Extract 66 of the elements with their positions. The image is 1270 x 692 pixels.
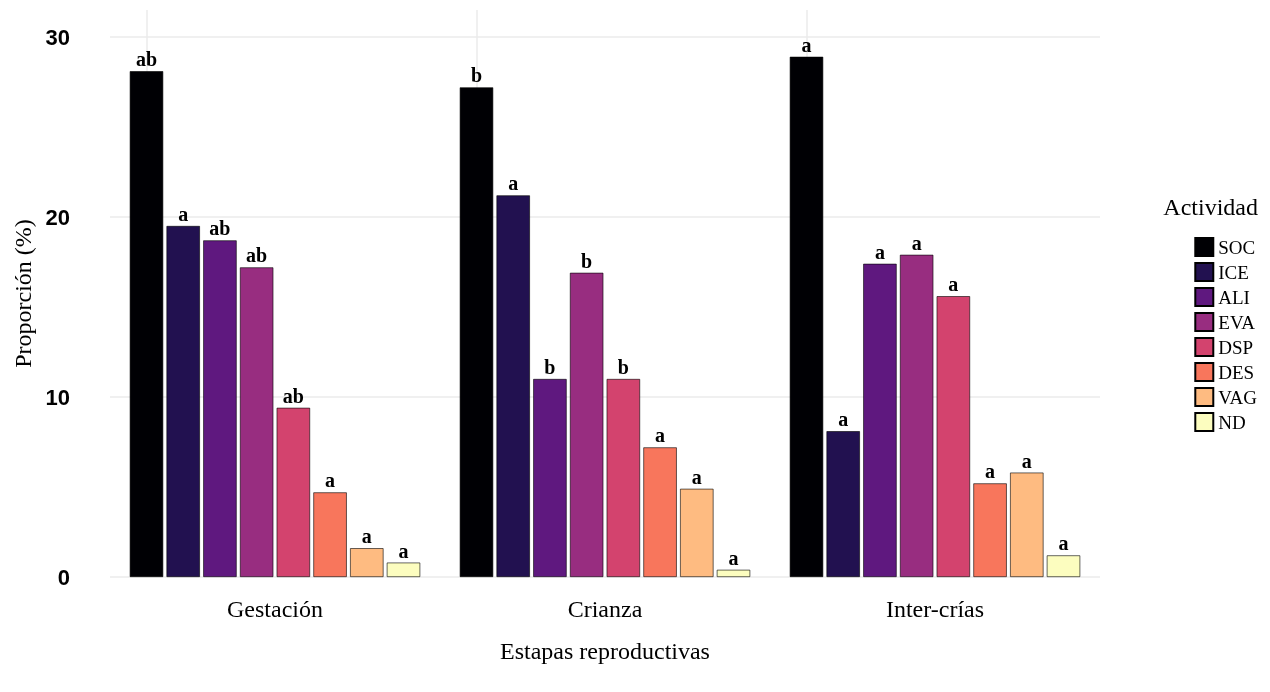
x-tick-label: Inter-crías	[885, 596, 985, 622]
data-label: a	[325, 469, 336, 492]
y-tick-label: 30	[45, 24, 70, 50]
data-label: a	[655, 424, 666, 447]
legend-label: EVA	[1218, 311, 1256, 333]
data-label: ab	[246, 244, 268, 267]
data-label: a	[948, 273, 959, 296]
data-label: a	[801, 33, 812, 56]
legend-label: ND	[1218, 411, 1246, 433]
bar	[203, 240, 237, 577]
bar	[643, 447, 677, 577]
x-axis-title: Estapas reproductivas	[500, 638, 710, 664]
data-label: a	[874, 240, 885, 263]
data-label: a	[691, 465, 702, 488]
bar	[716, 569, 751, 577]
data-label: b	[617, 356, 629, 378]
legend-label: SOC	[1218, 236, 1256, 258]
legend-label: DSP	[1218, 336, 1254, 358]
data-label: ab	[282, 384, 304, 407]
legend-label: DES	[1218, 361, 1255, 383]
data-label: ab	[209, 217, 231, 240]
data-label: a	[398, 539, 409, 562]
data-label: b	[544, 356, 556, 378]
bar	[973, 483, 1007, 577]
y-tick-label: 0	[57, 564, 70, 590]
legend-label: ALI	[1218, 286, 1250, 308]
bar	[1010, 472, 1044, 577]
data-label: a	[728, 546, 739, 569]
bar	[276, 407, 311, 577]
data-label: a	[508, 172, 519, 195]
x-tick-label: Gestación	[227, 596, 323, 622]
legend-label: ICE	[1218, 261, 1249, 283]
data-label: a	[178, 203, 189, 225]
y-tick-label: 20	[45, 204, 70, 230]
bar	[1046, 555, 1081, 577]
bar	[533, 379, 567, 577]
bar	[459, 87, 494, 577]
data-label: a	[1058, 532, 1069, 555]
x-tick-label: Crianza	[567, 596, 643, 622]
bar	[899, 254, 934, 577]
y-axis-title: Proporción (%)	[9, 219, 36, 368]
bar	[606, 379, 641, 577]
data-label: b	[581, 249, 593, 272]
legend-title: Actividad	[1163, 194, 1258, 220]
data-label: b	[470, 64, 483, 87]
bar	[386, 562, 421, 577]
bar	[166, 226, 200, 577]
data-label: a	[911, 231, 922, 254]
bar	[569, 272, 604, 577]
bar	[936, 296, 971, 577]
data-label: a	[985, 460, 996, 483]
bar	[239, 267, 274, 577]
bar	[789, 56, 824, 577]
bar	[680, 488, 714, 577]
y-tick-label: 10	[45, 384, 70, 410]
bar	[826, 431, 860, 577]
bar	[313, 492, 347, 577]
data-label: ab	[135, 48, 158, 71]
data-label: a	[361, 525, 372, 548]
bar	[863, 263, 897, 577]
data-label: a	[1021, 449, 1032, 472]
bar	[129, 71, 164, 577]
bar	[350, 548, 384, 577]
bar	[496, 195, 530, 577]
data-label: a	[838, 408, 849, 431]
legend-label: VAG	[1218, 386, 1258, 408]
